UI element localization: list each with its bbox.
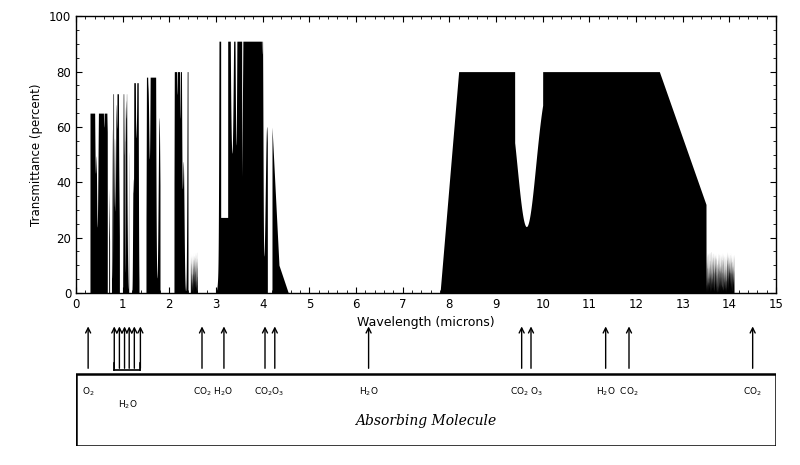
Text: H$_2$O: H$_2$O xyxy=(118,399,137,412)
Text: CO$_2$ H$_2$O: CO$_2$ H$_2$O xyxy=(193,385,233,398)
Text: CO$_2$: CO$_2$ xyxy=(743,385,762,398)
Text: O$_2$: O$_2$ xyxy=(82,385,94,398)
Text: CO$_2$O$_3$: CO$_2$O$_3$ xyxy=(254,385,285,398)
Text: H$_2$O: H$_2$O xyxy=(358,385,378,398)
Y-axis label: Transmittance (percent): Transmittance (percent) xyxy=(30,83,43,226)
Text: Absorbing Molecule: Absorbing Molecule xyxy=(355,414,497,428)
Text: H$_2$O  CO$_2$: H$_2$O CO$_2$ xyxy=(596,385,638,398)
Text: CO$_2$ O$_3$: CO$_2$ O$_3$ xyxy=(510,385,543,398)
X-axis label: Wavelength (microns): Wavelength (microns) xyxy=(357,316,495,329)
